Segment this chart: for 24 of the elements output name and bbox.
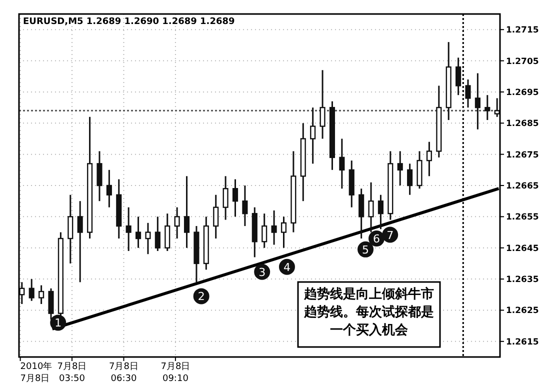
y-tick-label: 1.2705 <box>506 56 539 67</box>
annotation: 3 <box>258 266 266 279</box>
x-tick-label: 7月8日 03:50 <box>57 362 87 384</box>
x-tick-label: 2010年 7月8日 <box>20 361 52 384</box>
y-tick-label: 1.2695 <box>506 88 539 98</box>
chart-title: EURUSD,M5 1.2689 1.2690 1.2689 1.2689 <box>23 17 235 27</box>
y-tick-label: 1.2615 <box>506 337 539 348</box>
y-tick-label: 1.2655 <box>506 212 539 223</box>
y-tick-label: 1.2645 <box>506 244 539 254</box>
annotation: 2 <box>198 290 205 304</box>
x-tick-label: 7月8日 06:30 <box>109 362 138 384</box>
annotation: 4 <box>283 260 290 274</box>
annotation: 趋势线是向上倾斜牛市趋势线。每次试探都是一个买入机会 <box>303 286 435 340</box>
y-tick-label: 1.2635 <box>506 275 539 286</box>
annotation: 7 <box>386 228 394 242</box>
y-tick-label: 1.2675 <box>506 150 539 160</box>
y-tick-label: 1.2715 <box>506 26 539 36</box>
annotation: 6 <box>373 232 380 246</box>
y-tick-label: 1.2625 <box>506 306 539 316</box>
y-tick-label: 1.2685 <box>506 119 539 130</box>
x-tick-label: 7月8日 09:10 <box>160 362 190 384</box>
annotation: 1 <box>54 316 62 330</box>
annotation: 5 <box>362 243 370 256</box>
y-tick-label: 1.2665 <box>506 182 539 192</box>
